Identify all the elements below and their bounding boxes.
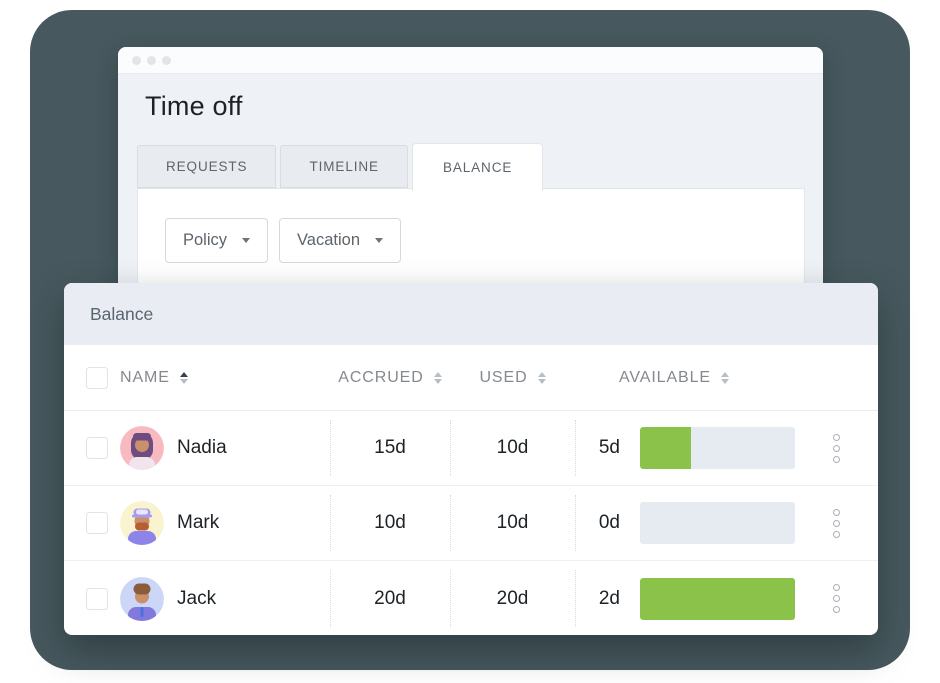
bar-track	[640, 502, 795, 544]
accrued-value: 10d	[330, 486, 450, 560]
tab-bar: REQUESTS TIMELINE BALANCE	[137, 143, 544, 191]
window-control-dot	[132, 55, 141, 65]
name-cell: Mark	[120, 501, 330, 545]
table-row: Nadia 15d 10d 5d	[64, 411, 878, 486]
employee-name: Jack	[177, 587, 217, 609]
used-value: 20d	[450, 561, 575, 636]
row-checkbox[interactable]	[86, 512, 108, 534]
used-value: 10d	[450, 411, 575, 485]
kebab-menu-icon	[833, 455, 840, 463]
bar-track	[640, 577, 795, 620]
name-cell: Jack	[120, 576, 330, 621]
available-value: 5d	[575, 411, 640, 485]
kebab-menu-icon	[833, 444, 840, 452]
kebab-menu-icon	[833, 606, 840, 613]
available-value: 2d	[575, 561, 640, 636]
policy-dropdown[interactable]: Policy	[165, 218, 269, 263]
kebab-menu-icon	[833, 433, 840, 441]
column-header-name[interactable]: NAME	[120, 369, 330, 387]
window-control-dot	[147, 55, 156, 65]
kebab-menu-icon	[833, 584, 840, 591]
policy-dropdown-label: Policy	[183, 231, 228, 249]
available-value: 0d	[575, 486, 640, 560]
accrued-value: 15d	[330, 411, 450, 485]
vacation-dropdown[interactable]: Vacation	[279, 218, 402, 263]
tab-requests[interactable]: REQUESTS	[137, 145, 277, 188]
avatar	[120, 501, 164, 545]
column-header-used[interactable]: USED	[450, 369, 575, 387]
row-checkbox[interactable]	[86, 587, 108, 610]
row-menu-button[interactable]	[829, 505, 844, 542]
row-menu-button[interactable]	[829, 430, 844, 467]
kebab-menu-icon	[833, 595, 840, 602]
accrued-value: 20d	[330, 561, 450, 636]
employee-name: Nadia	[177, 437, 227, 458]
table-row: Jack 20d 20d 2d	[64, 561, 878, 636]
kebab-menu-icon	[833, 508, 840, 516]
column-header-accrued[interactable]: ACCRUED	[330, 369, 450, 387]
window-control-dot	[162, 55, 171, 65]
row-checkbox[interactable]	[86, 437, 108, 459]
employee-name: Mark	[177, 512, 220, 533]
chevron-down-icon	[242, 238, 251, 243]
kebab-menu-icon	[833, 519, 840, 527]
balance-panel-header: Balance	[64, 283, 878, 345]
bar-track	[640, 427, 795, 469]
name-cell: Nadia	[120, 426, 330, 470]
column-header-available[interactable]: AVAILABLE	[575, 369, 795, 387]
availability-bar	[640, 561, 795, 636]
filters-row: Policy Vacation	[165, 218, 804, 263]
vacation-dropdown-label: Vacation	[297, 231, 361, 249]
table-row: Mark 10d 10d 0d	[64, 486, 878, 561]
sort-icon	[433, 371, 442, 384]
used-value: 10d	[450, 486, 575, 560]
avatar	[120, 426, 164, 470]
availability-bar	[640, 411, 795, 485]
tab-balance[interactable]: BALANCE	[411, 143, 544, 191]
page-title: Time off	[145, 91, 243, 121]
bar-fill	[640, 577, 795, 620]
balance-panel: Balance NAME ACCRUED USED	[64, 283, 878, 635]
kebab-menu-icon	[833, 530, 840, 538]
table-header-row: NAME ACCRUED USED AVAILABLE	[64, 345, 878, 411]
window-titlebar	[118, 47, 823, 74]
sort-icon	[179, 371, 188, 384]
chevron-down-icon	[375, 238, 384, 243]
sort-icon	[721, 371, 729, 384]
select-all-checkbox[interactable]	[86, 366, 108, 389]
row-menu-button[interactable]	[829, 580, 844, 617]
avatar	[120, 576, 164, 621]
availability-bar	[640, 486, 795, 560]
tab-timeline[interactable]: TIMELINE	[280, 145, 408, 188]
balance-panel-title: Balance	[90, 303, 154, 324]
bar-fill	[640, 427, 692, 469]
sort-icon	[537, 371, 546, 384]
